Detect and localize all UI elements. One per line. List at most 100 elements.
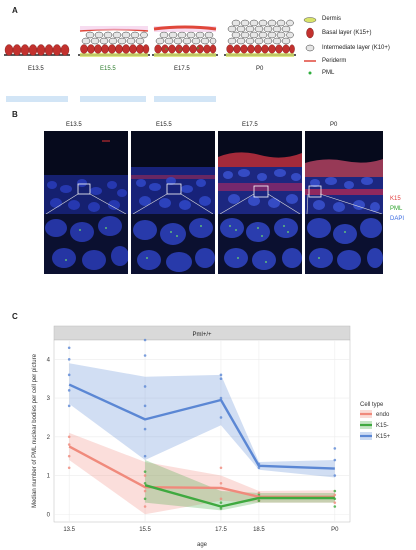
point-k15- — [219, 373, 223, 377]
point-k15- — [333, 474, 337, 477]
point-endo — [219, 481, 223, 485]
panel-c-letter: C — [12, 312, 18, 321]
pml-bodies-chart: Pml+/+ 0 1 2 3 4 13.5 15.5 17.5 18.5 P0 age Medi… — [32, 325, 391, 548]
schematic-e17-5 — [152, 25, 218, 57]
y-tick-label: 2 — [47, 435, 51, 441]
schematic-e13-5 — [4, 44, 70, 56]
stage-label-p0: P0 — [256, 66, 264, 72]
legend-label-periderm: Periderm — [322, 58, 347, 64]
point-k15- — [219, 396, 223, 400]
point-endo — [219, 466, 223, 470]
legend-label-basal: Basal layer (K15+) — [322, 30, 372, 36]
x-tick-label: P0 — [331, 527, 339, 533]
ribbon-k15- — [69, 363, 335, 478]
line-k15- — [144, 484, 335, 508]
point-endo — [333, 501, 337, 504]
channel-label-dapi: DAPI — [390, 216, 405, 222]
plot-panel — [53, 339, 351, 523]
schematic-legend-icons — [303, 17, 317, 75]
dermis-icon — [303, 17, 317, 23]
point-k15- — [67, 346, 71, 350]
x-axis-ticks: 13.5 15.5 17.5 18.5 P0 — [63, 527, 339, 533]
zoom-e15-5 — [131, 214, 215, 274]
points — [67, 338, 337, 510]
point-k15- — [219, 377, 223, 381]
zoom-e13-5 — [44, 214, 128, 274]
point-k15- — [143, 385, 147, 388]
schematic-e15-5 — [78, 26, 150, 57]
stage-underbars — [6, 96, 216, 102]
point-endo — [67, 454, 71, 458]
channel-label-pml: PML — [390, 206, 403, 212]
chart-legend: endo K15- K15+ — [360, 410, 391, 440]
channel-label-k15: K15 — [390, 196, 401, 202]
y-tick-label: 0 — [47, 512, 51, 518]
zoom-connector-lines — [45, 193, 383, 215]
micro-label-e13-5: E13.5 — [66, 122, 82, 128]
micrograph-e13-5 — [44, 131, 128, 215]
point-k15- — [219, 501, 223, 504]
point-k15- — [143, 404, 147, 408]
ribbon-endo — [69, 432, 335, 515]
point-k15- — [333, 505, 337, 508]
point-k15- — [333, 489, 337, 493]
point-k15- — [143, 497, 147, 501]
point-k15- — [219, 507, 223, 510]
schematic-p0 — [224, 19, 296, 57]
y-tick-label: 4 — [47, 357, 51, 363]
point-endo — [67, 466, 71, 470]
intermediate-cell-icon — [305, 44, 315, 52]
x-tick-label: 15.5 — [139, 527, 151, 533]
y-tick-label: 1 — [47, 474, 51, 480]
panel-b-letter: B — [12, 110, 18, 119]
micrograph-p0 — [305, 131, 383, 215]
point-k15- — [143, 338, 147, 342]
x-tick-label: 13.5 — [63, 527, 75, 533]
legend-label-pml: PML — [322, 70, 335, 76]
point-k15- — [333, 447, 337, 450]
series-lines — [68, 383, 335, 508]
point-k15- — [219, 416, 223, 419]
legend-label-k15-: K15+ — [376, 434, 391, 440]
point-endo — [143, 474, 147, 477]
point-endo — [257, 491, 261, 495]
legend-label-k15-: K15- — [376, 423, 389, 429]
stage-label-e13-5: E13.5 — [28, 66, 44, 72]
point-k15- — [67, 373, 71, 377]
legend-label-endo: endo — [376, 412, 390, 418]
point-k15- — [67, 358, 71, 361]
point-endo — [67, 435, 71, 439]
point-endo — [333, 493, 337, 497]
x-tick-label: 18.5 — [253, 527, 265, 533]
micro-label-p0: P0 — [330, 122, 338, 128]
point-endo — [219, 497, 223, 501]
panel-a-letter: A — [12, 6, 18, 15]
basal-cell-icon — [306, 27, 314, 39]
point-k15- — [143, 481, 147, 485]
y-tick-label: 3 — [47, 396, 51, 402]
point-k15- — [257, 466, 261, 470]
x-tick-label: 17.5 — [215, 527, 227, 533]
point-endo — [143, 489, 147, 493]
line-k15- — [68, 383, 335, 470]
point-k15- — [67, 404, 71, 408]
y-axis-label: Median number of PML nuclear bodies per … — [32, 353, 38, 508]
zoom-e17-5 — [218, 214, 302, 274]
point-endo — [143, 505, 147, 508]
micro-label-e17-5: E17.5 — [242, 122, 258, 128]
legend-label-dermis: Dermis — [322, 16, 341, 22]
facet-label: Pml+/+ — [192, 332, 212, 338]
point-k15- — [333, 458, 337, 462]
epidermis-schematic — [4, 19, 296, 102]
zoom-p0 — [305, 214, 383, 274]
stage-label-e17-5: E17.5 — [174, 66, 190, 72]
legend-label-intermediate: Intermediate layer (K10+) — [322, 45, 390, 51]
point-k15- — [143, 454, 147, 458]
point-k15- — [143, 427, 147, 431]
point-k15- — [143, 354, 147, 357]
point-k15- — [143, 470, 147, 473]
x-axis-label: age — [197, 542, 208, 548]
point-k15- — [67, 389, 71, 392]
point-k15- — [257, 499, 261, 503]
pml-dot-icon — [308, 71, 312, 75]
